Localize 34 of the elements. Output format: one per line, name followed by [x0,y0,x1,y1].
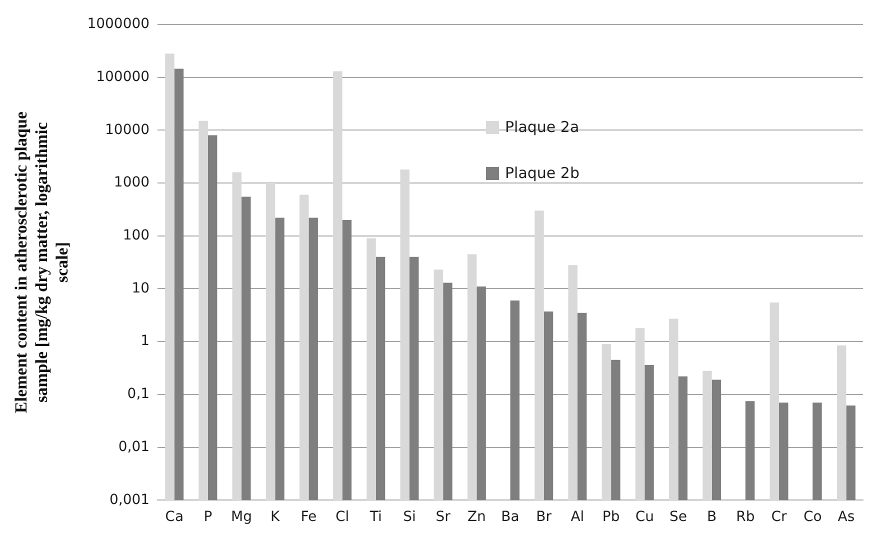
x-tick-label: P [204,509,212,526]
y-tick-label: 1000 [114,174,150,191]
x-tick-label: Ti [368,509,382,526]
y-tick-label: 1 [140,333,150,350]
y-tick-label: 100 [122,228,150,244]
y-tick-label: 10 [132,280,150,296]
x-tick-label: Br [536,509,552,526]
y-tick-label: 0,001 [109,492,150,508]
x-tick-label: Sr [436,509,451,526]
x-tick-label: Si [403,509,416,526]
x-tick-label: Zn [467,509,486,526]
x-tick-label: Rb [736,509,755,526]
legend-label: Plaque 2a [505,118,580,136]
y-tick-label: 100000 [96,68,150,85]
y-tick-label: 1000000 [87,16,150,32]
y-axis-title: Element content in atherosclerotic plaque sample [mg/kg dry matter, logarithmic scale] [12,111,72,414]
x-tick-label: Ca [165,509,184,526]
x-tick-label: Ba [501,509,520,526]
x-tick-label: Cu [635,509,654,526]
y-tick-label: 10000 [105,122,150,138]
x-tick-label: As [838,509,855,526]
x-tick-label: Mg [231,509,252,526]
x-tick-label: Al [570,509,584,526]
x-tick-label: Co [803,509,822,526]
y-tick-label: 0,01 [118,438,150,455]
legend-label: Plaque 2b [505,164,580,182]
x-tick-label: B [707,509,717,526]
x-tick-label: Cl [335,509,350,526]
x-tick-label: Se [669,509,687,526]
x-tick-label: Pb [602,509,620,526]
y-tick-label: 0,1 [127,386,150,402]
x-tick-label: K [270,509,281,526]
x-tick-label: Cr [771,509,788,526]
x-tick-label: Fe [300,509,317,526]
